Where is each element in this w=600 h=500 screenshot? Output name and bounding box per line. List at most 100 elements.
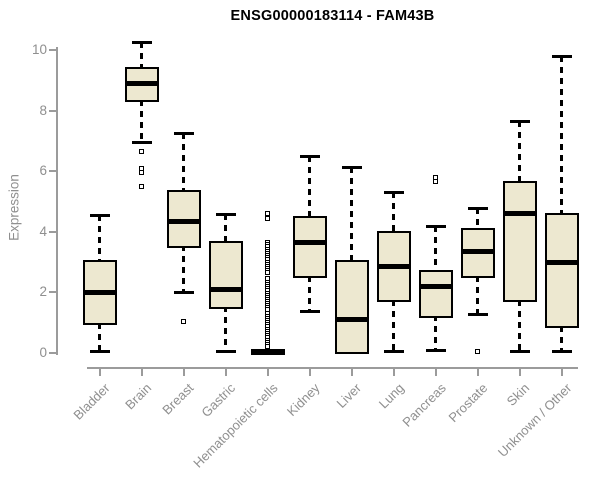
upper-whisker: [98, 215, 101, 263]
upper-whisker-cap: [509, 120, 530, 124]
upper-whisker: [560, 56, 563, 216]
x-category-label: Hematopoietic cells: [190, 380, 281, 471]
lower-whisker-cap: [509, 350, 530, 354]
iqr-box: [334, 259, 369, 354]
iqr-box: [418, 270, 453, 318]
upper-whisker-cap: [89, 214, 110, 218]
iqr-box: [208, 241, 243, 309]
outlier-point: [265, 270, 270, 276]
upper-whisker: [350, 166, 353, 263]
upper-whisker-cap: [425, 224, 446, 228]
upper-whisker-cap: [299, 155, 320, 159]
iqr-box: [502, 180, 537, 303]
lower-whisker-cap: [131, 141, 152, 145]
x-category-label: Kidney: [283, 380, 323, 420]
median-line: [502, 211, 537, 217]
lower-whisker: [434, 315, 437, 350]
upper-whisker: [518, 121, 521, 184]
upper-whisker-cap: [131, 41, 152, 45]
upper-whisker-cap: [341, 165, 362, 169]
lower-whisker-cap: [215, 350, 236, 354]
median-line: [460, 248, 495, 254]
iqr-box: [544, 212, 579, 329]
x-tick: [560, 369, 563, 376]
x-tick: [392, 369, 395, 376]
y-tick-label: 4: [39, 223, 47, 239]
x-tick: [350, 369, 353, 376]
median-line: [334, 317, 369, 323]
median-line: [250, 349, 285, 355]
x-category-label: Bladder: [70, 380, 113, 423]
x-category-label: Prostate: [445, 380, 491, 426]
lower-whisker: [182, 245, 185, 293]
outlier-point: [139, 170, 144, 176]
lower-whisker-cap: [467, 312, 488, 316]
outlier-point: [139, 165, 144, 171]
x-tick: [308, 369, 311, 376]
outlier-point: [265, 211, 270, 217]
x-tick: [224, 369, 227, 376]
x-category-label: Breast: [159, 380, 197, 418]
outlier-point: [433, 174, 438, 180]
x-tick: [266, 369, 269, 376]
y-tick: [49, 230, 56, 233]
lower-whisker-cap: [383, 350, 404, 354]
x-category-label: Liver: [333, 380, 365, 411]
x-tick: [140, 369, 143, 376]
median-line: [292, 239, 327, 245]
x-category-label: Brain: [122, 380, 155, 413]
upper-whisker: [224, 213, 227, 244]
x-tick: [518, 369, 521, 376]
lower-whisker: [98, 322, 101, 352]
outlier-point: [139, 183, 144, 189]
median-line: [418, 283, 453, 289]
outlier-point: [181, 318, 186, 324]
upper-whisker: [392, 192, 395, 234]
y-tick: [49, 170, 56, 173]
outlier-point: [433, 179, 438, 185]
upper-whisker: [140, 42, 143, 70]
lower-whisker: [518, 299, 521, 352]
x-category-label: Skin: [503, 380, 533, 409]
x-tick: [98, 369, 101, 376]
y-tick: [49, 109, 56, 112]
outlier-point: [265, 215, 270, 221]
upper-whisker: [476, 207, 479, 231]
lower-whisker: [224, 306, 227, 352]
upper-whisker: [182, 133, 185, 193]
upper-whisker-cap: [173, 132, 194, 136]
lower-whisker-cap: [173, 291, 194, 295]
x-axis-line: [87, 367, 578, 369]
x-category-label: Lung: [375, 380, 407, 412]
median-line: [124, 80, 159, 86]
upper-whisker-cap: [551, 55, 572, 59]
lower-whisker-cap: [299, 309, 320, 313]
outlier-point: [265, 344, 270, 350]
lower-whisker-cap: [551, 350, 572, 354]
y-tick-label: 2: [39, 284, 47, 300]
y-tick: [49, 291, 56, 294]
iqr-box: [292, 215, 327, 279]
outlier-point: [139, 149, 144, 154]
median-line: [82, 289, 117, 295]
lower-whisker-cap: [425, 348, 446, 352]
lower-whisker: [476, 275, 479, 314]
y-tick-label: 10: [31, 42, 47, 57]
lower-whisker: [308, 275, 311, 311]
x-category-label: Gastric: [198, 380, 239, 421]
x-category-label: Pancreas: [398, 380, 449, 430]
upper-whisker: [308, 156, 311, 219]
outlier-point: [475, 348, 480, 354]
y-tick-label: 0: [39, 345, 47, 360]
lower-whisker: [560, 325, 563, 352]
median-line: [544, 259, 579, 265]
upper-whisker-cap: [383, 191, 404, 195]
upper-whisker-cap: [215, 212, 236, 216]
y-tick: [49, 49, 56, 51]
x-tick: [476, 369, 479, 376]
median-line: [376, 264, 411, 270]
lower-whisker: [392, 299, 395, 352]
median-line: [166, 218, 201, 224]
